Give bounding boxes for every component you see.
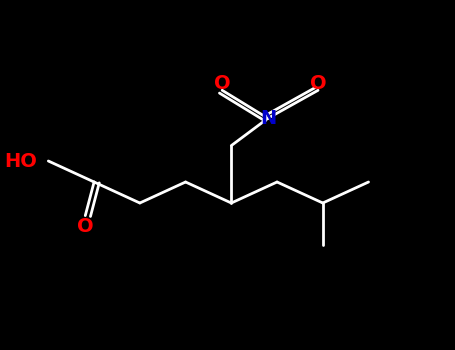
Text: N: N: [260, 109, 276, 128]
Text: O: O: [214, 74, 231, 93]
Text: O: O: [77, 217, 94, 236]
Text: O: O: [310, 74, 326, 93]
Text: HO: HO: [5, 152, 37, 170]
